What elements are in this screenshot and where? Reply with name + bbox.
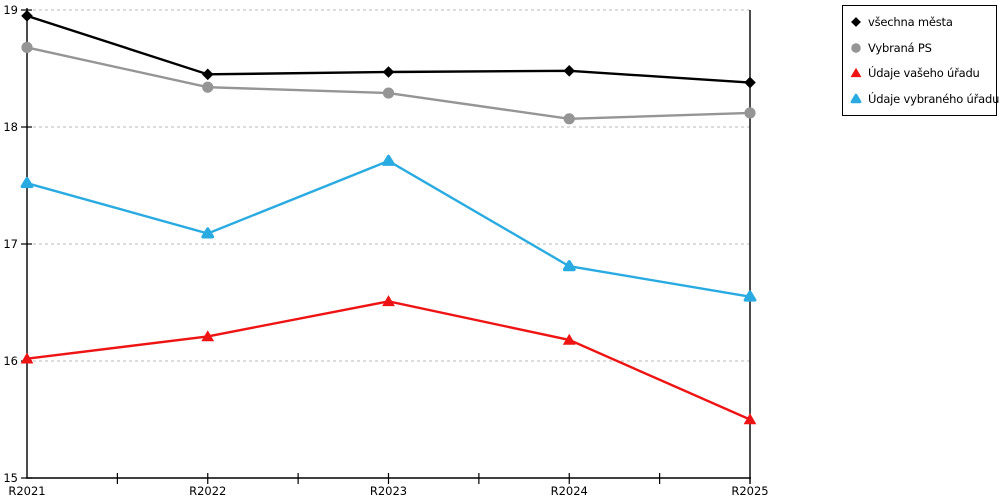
x-tick-label: R2024 xyxy=(551,484,588,498)
series-line xyxy=(26,159,751,298)
circle-icon xyxy=(851,42,861,53)
rounded-triangle-marker xyxy=(850,93,862,104)
triangle-rounded-icon xyxy=(850,93,862,104)
circle-marker xyxy=(21,41,33,54)
circle-marker xyxy=(563,113,575,125)
triangle-marker xyxy=(562,333,576,345)
legend-item: Vybraná PS xyxy=(849,41,994,55)
diamond-marker xyxy=(382,66,395,78)
circle-marker xyxy=(382,87,395,99)
circle-marker xyxy=(744,107,756,119)
series-line xyxy=(26,300,751,421)
rounded-triangle-marker xyxy=(382,154,395,166)
diamond-marker xyxy=(21,10,33,22)
y-tick-label: 17 xyxy=(3,237,18,251)
legend-label: všechna města xyxy=(868,14,953,29)
legend-item: Údaje vybraného úřadu xyxy=(849,92,999,106)
x-tick-label: R2022 xyxy=(189,484,226,498)
y-tick-label: 16 xyxy=(3,354,18,368)
y-tick-label: 19 xyxy=(3,3,18,17)
legend-item: Údaje vašeho úřadu xyxy=(849,66,994,80)
series-line xyxy=(26,46,751,121)
triangle-icon xyxy=(850,68,862,78)
diamond-marker xyxy=(851,16,861,27)
circle-marker xyxy=(202,81,214,93)
circle-marker xyxy=(851,42,861,53)
legend: všechna města Vybraná PS Údaje vašeho úřad… xyxy=(842,5,999,116)
triangle-marker xyxy=(743,413,757,425)
triangle-marker xyxy=(201,330,215,342)
y-tick-label: 18 xyxy=(3,120,18,134)
diamond-icon xyxy=(851,16,861,27)
legend-label: Údaje vybraného úřadu xyxy=(868,92,1000,107)
legend-label: Údaje vašeho úřadu xyxy=(868,66,980,81)
triangle-marker xyxy=(20,352,34,364)
diamond-marker xyxy=(744,76,756,89)
x-tick-label: R2021 xyxy=(8,484,45,498)
rounded-triangle-marker xyxy=(743,290,757,302)
legend-label: Vybraná PS xyxy=(868,40,932,55)
rounded-triangle-marker xyxy=(201,227,215,239)
x-tick-label: R2025 xyxy=(731,484,768,498)
y-tick-label: 15 xyxy=(3,471,18,485)
diamond-marker xyxy=(563,65,576,77)
triangle-marker xyxy=(382,295,395,307)
rounded-triangle-marker xyxy=(20,176,34,189)
x-tick-label: R2023 xyxy=(370,484,407,498)
triangle-marker xyxy=(850,68,862,78)
rounded-triangle-marker xyxy=(562,260,576,272)
diamond-marker xyxy=(201,68,214,81)
legend-item: všechna města xyxy=(849,15,994,29)
